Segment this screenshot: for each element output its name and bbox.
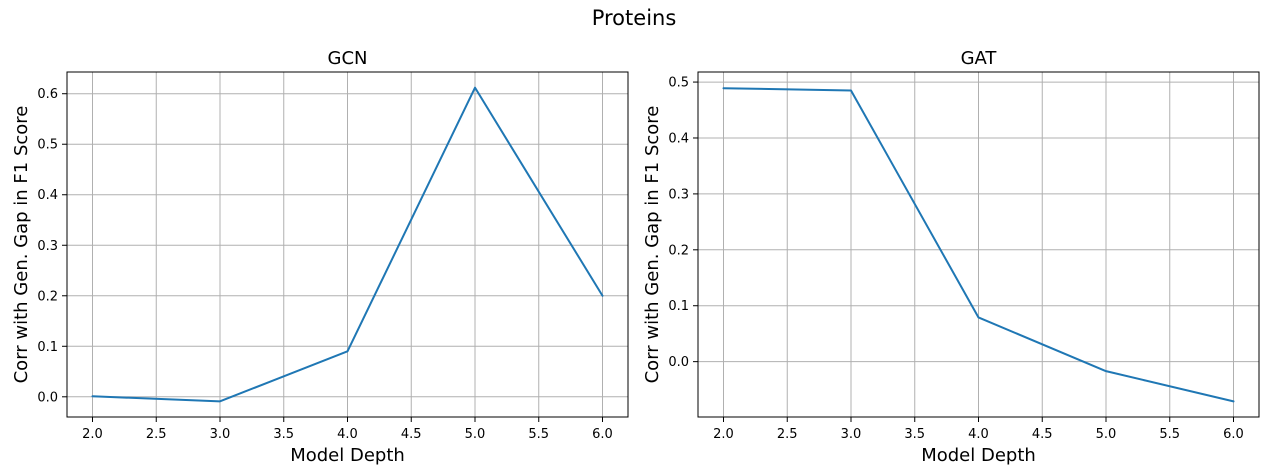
gcn-y-tick-label: 0.4 [37, 188, 58, 203]
gcn-y-tick-label: 0.5 [37, 138, 58, 153]
gat-plot-area [697, 71, 1260, 418]
gcn-x-tick-label: 6.0 [592, 427, 613, 442]
gat-x-tick-label: 3.5 [904, 427, 925, 442]
gat-y-tick-label: 0.1 [668, 299, 689, 314]
gat-x-tick-label: 4.0 [968, 427, 989, 442]
gat-x-tick-label: 2.5 [777, 427, 798, 442]
gat-x-tick-label: 3.0 [841, 427, 862, 442]
gcn-y-axis-label: Corr with Gen. Gap in F1 Score [11, 106, 32, 384]
figure-suptitle: Proteins [592, 6, 677, 30]
gcn-y-tick-label: 0.3 [37, 239, 58, 254]
gat-y-tick-label: 0.5 [668, 76, 689, 91]
gcn-x-tick-label: 3.0 [210, 427, 231, 442]
gcn-y-tick-label: 0.6 [37, 87, 58, 102]
gcn-plot-area [66, 71, 629, 418]
gcn-x-tick-label: 4.5 [401, 427, 422, 442]
gcn-x-axis-label: Model Depth [290, 445, 405, 466]
gat-x-tick-label: 2.0 [713, 427, 734, 442]
gat-x-tick-label: 4.5 [1032, 427, 1053, 442]
gat-y-tick-label: 0.0 [668, 355, 689, 370]
gcn-title: GCN [328, 48, 368, 69]
gcn-y-tick-label: 0.0 [37, 390, 58, 405]
gat-x-axis-label: Model Depth [921, 445, 1036, 466]
gcn-x-tick-label: 5.0 [465, 427, 486, 442]
gcn-y-tick-label: 0.2 [37, 289, 58, 304]
gcn-x-tick-label: 4.0 [337, 427, 358, 442]
gat-title: GAT [961, 48, 998, 69]
chart-gcn: 2.0 2.5 3.0 3.5 4.0 4.5 5.0 5.5 6.0 0.0 0.1 0.2 0.3 0… [11, 48, 629, 466]
gat-y-axis-label: Corr with Gen. Gap in F1 Score [642, 106, 663, 384]
gcn-y-tick-label: 0.1 [37, 340, 58, 355]
gat-x-tick-label: 5.0 [1096, 427, 1117, 442]
gcn-x-tick-label: 2.5 [146, 427, 167, 442]
chart-gat: 2.0 2.5 3.0 3.5 4.0 4.5 5.0 5.5 6.0 0.0 0.1 0.2 0.3 0… [642, 48, 1260, 466]
gat-x-tick-label: 6.0 [1223, 427, 1244, 442]
gcn-x-tick-label: 3.5 [273, 427, 294, 442]
gcn-x-tick-label: 5.5 [528, 427, 549, 442]
gat-y-tick-label: 0.4 [668, 131, 689, 146]
gat-y-tick-label: 0.3 [668, 187, 689, 202]
gat-y-tick-label: 0.2 [668, 243, 689, 258]
gat-x-tick-label: 5.5 [1159, 427, 1180, 442]
gcn-x-tick-label: 2.0 [82, 427, 103, 442]
